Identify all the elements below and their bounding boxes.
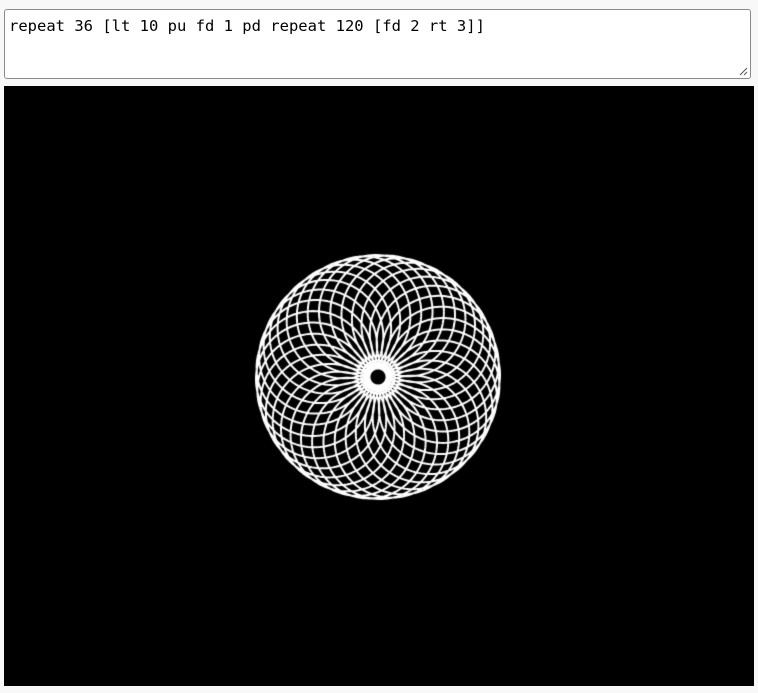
code-text[interactable]: repeat 36 [lt 10 pu fd 1 pd repeat 120 [… bbox=[9, 17, 485, 35]
resize-handle-icon[interactable] bbox=[738, 66, 748, 76]
code-editor[interactable]: repeat 36 [lt 10 pu fd 1 pd repeat 120 [… bbox=[4, 9, 751, 79]
turtle-canvas bbox=[4, 86, 754, 686]
